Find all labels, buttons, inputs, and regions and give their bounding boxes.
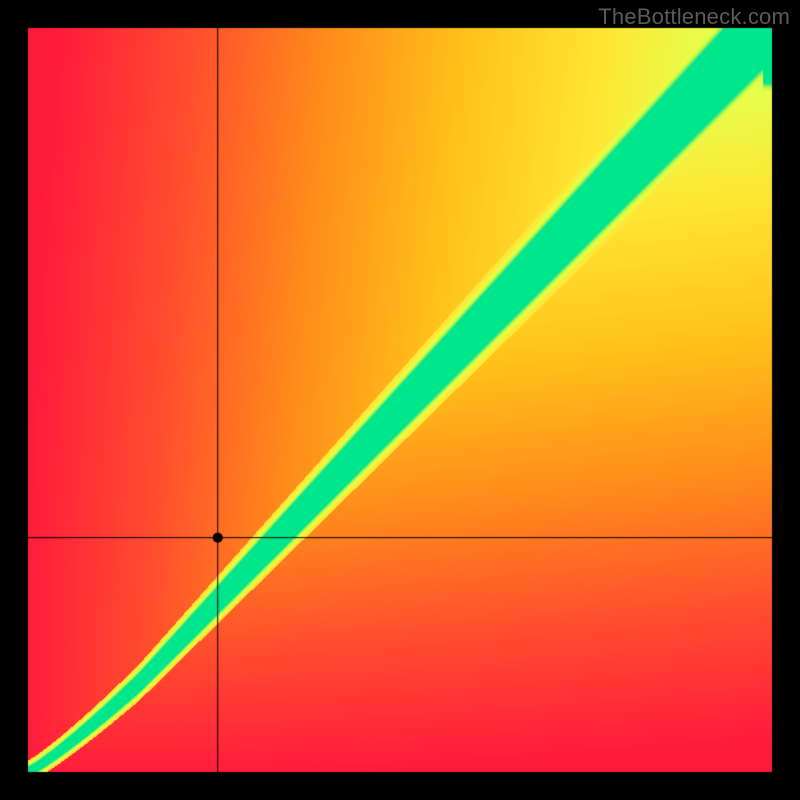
- chart-container: TheBottleneck.com: [0, 0, 800, 800]
- watermark-text: TheBottleneck.com: [598, 4, 790, 30]
- bottleneck-heatmap-canvas: [0, 0, 800, 800]
